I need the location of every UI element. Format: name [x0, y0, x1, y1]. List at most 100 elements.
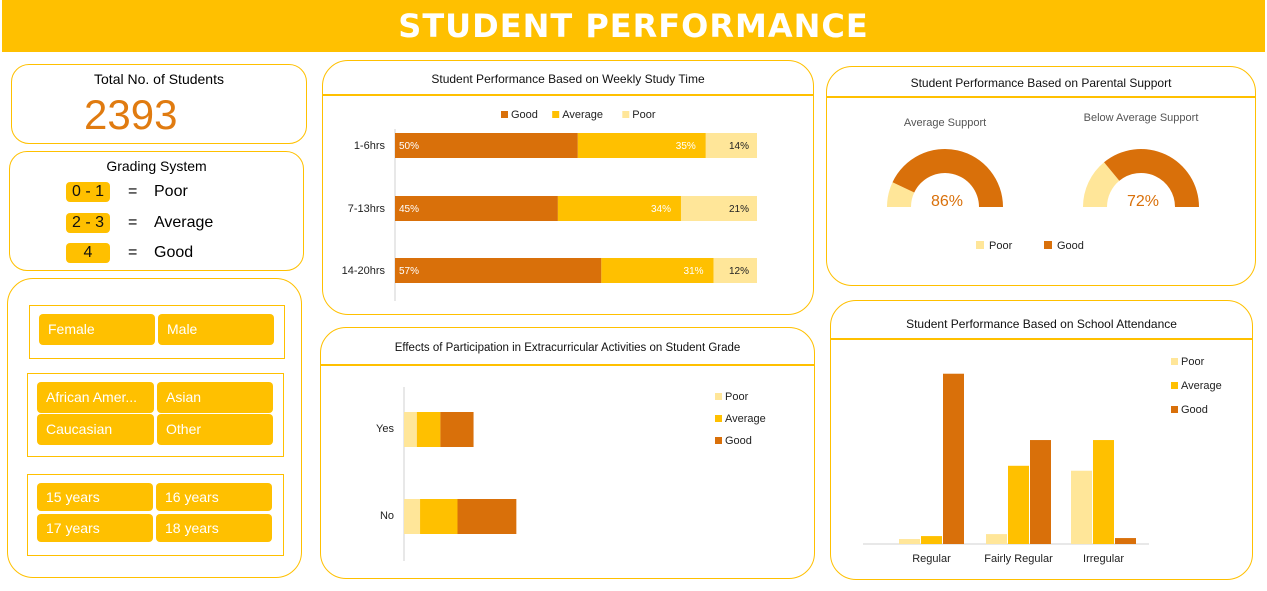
- bar-segment-good: [440, 412, 474, 447]
- slicer-african-american-button[interactable]: African Amer...: [37, 382, 154, 413]
- grade-range-chip: 4: [66, 243, 110, 263]
- gauge-segment-poor: [887, 182, 915, 207]
- slicer-other-button[interactable]: Other: [157, 414, 273, 445]
- column-good: [943, 373, 964, 544]
- legend-label: Poor: [989, 240, 1013, 252]
- data-label: 35%: [676, 141, 696, 152]
- legend-swatch: [501, 111, 508, 118]
- attendance-title: Student Performance Based on School Atte…: [906, 317, 1177, 331]
- grade-label: Average: [154, 214, 214, 231]
- slicer-female-button[interactable]: Female: [39, 314, 155, 345]
- legend-label: Good: [511, 109, 538, 121]
- bar-segment-good: [395, 196, 558, 221]
- title-divider: [827, 96, 1255, 98]
- grade-row-good: 4 = Good: [10, 243, 303, 265]
- grade-equals: =: [128, 214, 138, 231]
- grading-system-title: Grading System: [106, 158, 207, 174]
- gauge-segment-poor: [1083, 162, 1120, 207]
- category-label: No: [380, 510, 394, 522]
- legend-swatch: [1044, 241, 1052, 249]
- slicer-asian-button[interactable]: Asian: [157, 382, 273, 413]
- legend-swatch: [1171, 406, 1178, 413]
- age-slicer: 15 years 16 years 17 years 18 years: [27, 474, 284, 556]
- slicer-18-years-button[interactable]: 18 years: [156, 514, 272, 542]
- category-label: 1-6hrs: [354, 140, 386, 152]
- column-average: [921, 536, 942, 544]
- slicer-15-years-button[interactable]: 15 years: [37, 483, 153, 511]
- extracurricular-title: Effects of Participation in Extracurricu…: [394, 342, 741, 354]
- parental-support-card: Student Performance Based on Parental Su…: [826, 66, 1256, 286]
- column-poor: [899, 539, 920, 544]
- legend-swatch: [715, 437, 722, 444]
- legend-label: Poor: [632, 109, 656, 121]
- legend-swatch: [715, 415, 722, 422]
- bar-segment-good: [457, 499, 517, 534]
- category-label: Fairly Regular: [984, 553, 1053, 565]
- column-good: [1030, 440, 1051, 544]
- category-label: 7-13hrs: [348, 203, 386, 215]
- parental-support-chart: Average Support 86% Below Average Support 7…: [887, 112, 1199, 252]
- extracurricular-chart: Yes No Poor Average Good: [376, 387, 766, 561]
- attendance-chart: Regular Fairly Regular Irregular Poor Averag…: [863, 356, 1222, 565]
- parental-support-title: Student Performance Based on Parental Su…: [910, 76, 1172, 90]
- title-divider: [321, 364, 814, 366]
- legend-swatch: [976, 241, 984, 249]
- bar-segment-average: [557, 196, 681, 221]
- bar-segment-good: [395, 133, 578, 158]
- grade-equals: =: [128, 244, 138, 261]
- slicer-male-button[interactable]: Male: [158, 314, 274, 345]
- legend-label: Good: [1057, 240, 1084, 252]
- gauge-segment-good: [892, 149, 1003, 207]
- bar-segment-average: [416, 412, 441, 447]
- total-students-label: Total No. of Students: [94, 71, 224, 87]
- gauge-subtitle: Average Support: [904, 117, 986, 129]
- column-poor: [986, 534, 1007, 544]
- dashboard-header: STUDENT PERFORMANCE: [2, 0, 1265, 52]
- grade-range-chip: 0 - 1: [66, 182, 110, 202]
- bar-segment-poor: [713, 258, 757, 283]
- grading-system-card: Grading System 0 - 1 = Poor 2 - 3 = Aver…: [9, 151, 304, 271]
- total-students-value: 2393: [84, 91, 178, 138]
- slicer-16-years-button[interactable]: 16 years: [156, 483, 272, 511]
- data-label: 34%: [651, 204, 671, 215]
- slicer-17-years-button[interactable]: 17 years: [37, 514, 153, 542]
- legend-label: Poor: [1181, 356, 1205, 368]
- column-average: [1093, 440, 1114, 544]
- legend-swatch: [1171, 382, 1178, 389]
- grade-label: Good: [154, 244, 194, 261]
- gauge-value-label: 72%: [1127, 193, 1159, 210]
- study-time-card: Student Performance Based on Weekly Stud…: [322, 60, 814, 315]
- legend-label: Poor: [725, 391, 749, 403]
- ethnicity-slicer: African Amer... Asian Caucasian Other: [27, 373, 284, 457]
- attendance-card: Student Performance Based on School Atte…: [830, 300, 1253, 580]
- gauge-value-label: 86%: [931, 193, 963, 210]
- bar-segment-poor: [680, 196, 757, 221]
- data-label: 50%: [399, 141, 419, 152]
- slicer-caucasian-button[interactable]: Caucasian: [37, 414, 154, 445]
- grade-row-average: 2 - 3 = Average: [10, 213, 303, 235]
- legend-swatch: [715, 393, 722, 400]
- gender-slicer: Female Male: [29, 305, 285, 359]
- grade-label: Poor: [154, 183, 188, 200]
- bar-segment-poor: [705, 133, 757, 158]
- column-average: [1008, 465, 1029, 544]
- bar-segment-poor: [404, 412, 417, 447]
- data-label: 12%: [729, 266, 749, 277]
- study-time-title: Student Performance Based on Weekly Stud…: [431, 72, 705, 86]
- grade-range-chip: 2 - 3: [66, 213, 110, 233]
- title-divider: [323, 94, 813, 96]
- category-label: 14-20hrs: [342, 265, 386, 277]
- legend-label: Good: [725, 435, 752, 447]
- bar-segment-poor: [404, 499, 421, 534]
- grade-row-poor: 0 - 1 = Poor: [10, 182, 303, 204]
- title-divider: [831, 338, 1252, 340]
- filter-panel: Female Male African Amer... Asian Caucas…: [7, 278, 302, 578]
- extracurricular-card: Effects of Participation in Extracurricu…: [320, 327, 815, 579]
- bar-segment-average: [420, 499, 458, 534]
- data-label: 14%: [729, 141, 749, 152]
- bar-segment-average: [601, 258, 714, 283]
- category-label: Irregular: [1083, 553, 1124, 565]
- data-label: 45%: [399, 204, 419, 215]
- category-label: Yes: [376, 423, 394, 435]
- legend-label: Average: [1181, 380, 1222, 392]
